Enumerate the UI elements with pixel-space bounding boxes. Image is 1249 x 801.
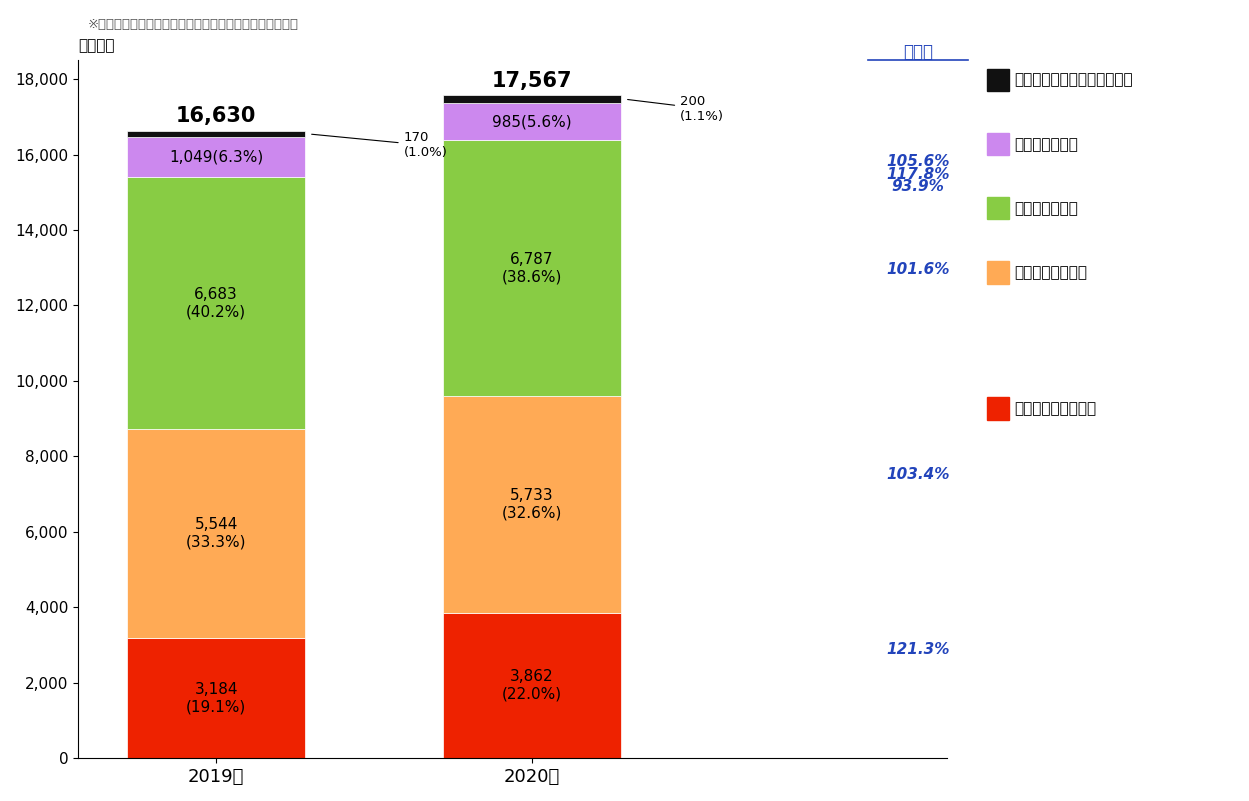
Text: 121.3%: 121.3% [887,642,949,657]
Text: 17,567: 17,567 [492,70,572,91]
Text: 170
(1.0%): 170 (1.0%) [312,131,447,159]
Bar [443,396,621,613]
Text: 6,683
(40.2%): 6,683 (40.2%) [186,287,246,319]
Text: （億円）: （億円） [77,38,115,53]
Text: 103.4%: 103.4% [887,467,949,482]
Text: 前年比: 前年比 [903,43,933,61]
Text: 検索連動型広告: 検索連動型広告 [1014,201,1078,215]
Bar [127,429,305,638]
Text: 200
(1.1%): 200 (1.1%) [627,95,724,123]
Text: ※（　）内は、インターネット広告媒体費に占める構成比: ※（ ）内は、インターネット広告媒体費に占める構成比 [87,18,299,31]
Bar [443,95,621,103]
Bar [443,613,621,759]
Text: 1,049(6.3%): 1,049(6.3%) [169,150,264,164]
Bar [127,131,305,137]
Bar [127,638,305,759]
Text: 105.6%: 105.6% [887,154,949,169]
Bar [443,140,621,396]
Bar [127,177,305,429]
Text: ディスプレイ広告: ディスプレイ広告 [1014,265,1087,280]
Text: 117.8%: 117.8% [887,167,949,182]
Text: 成果報酬型広告: 成果報酬型広告 [1014,137,1078,151]
Text: 3,184
(19.1%): 3,184 (19.1%) [186,682,246,714]
Text: ビデオ（動画）広告: ビデオ（動画）広告 [1014,401,1097,416]
Text: 16,630: 16,630 [176,107,256,127]
Text: 985(5.6%): 985(5.6%) [492,114,572,129]
Bar [127,137,305,177]
Text: 5,544
(33.3%): 5,544 (33.3%) [186,517,246,549]
Text: 93.9%: 93.9% [892,179,944,195]
Text: 5,733
(32.6%): 5,733 (32.6%) [502,488,562,521]
Text: 6,787
(38.6%): 6,787 (38.6%) [502,252,562,284]
Bar [443,103,621,140]
Text: その他のインターネット広告: その他のインターネット広告 [1014,73,1133,87]
Text: 101.6%: 101.6% [887,262,949,277]
Text: 3,862
(22.0%): 3,862 (22.0%) [502,669,562,702]
